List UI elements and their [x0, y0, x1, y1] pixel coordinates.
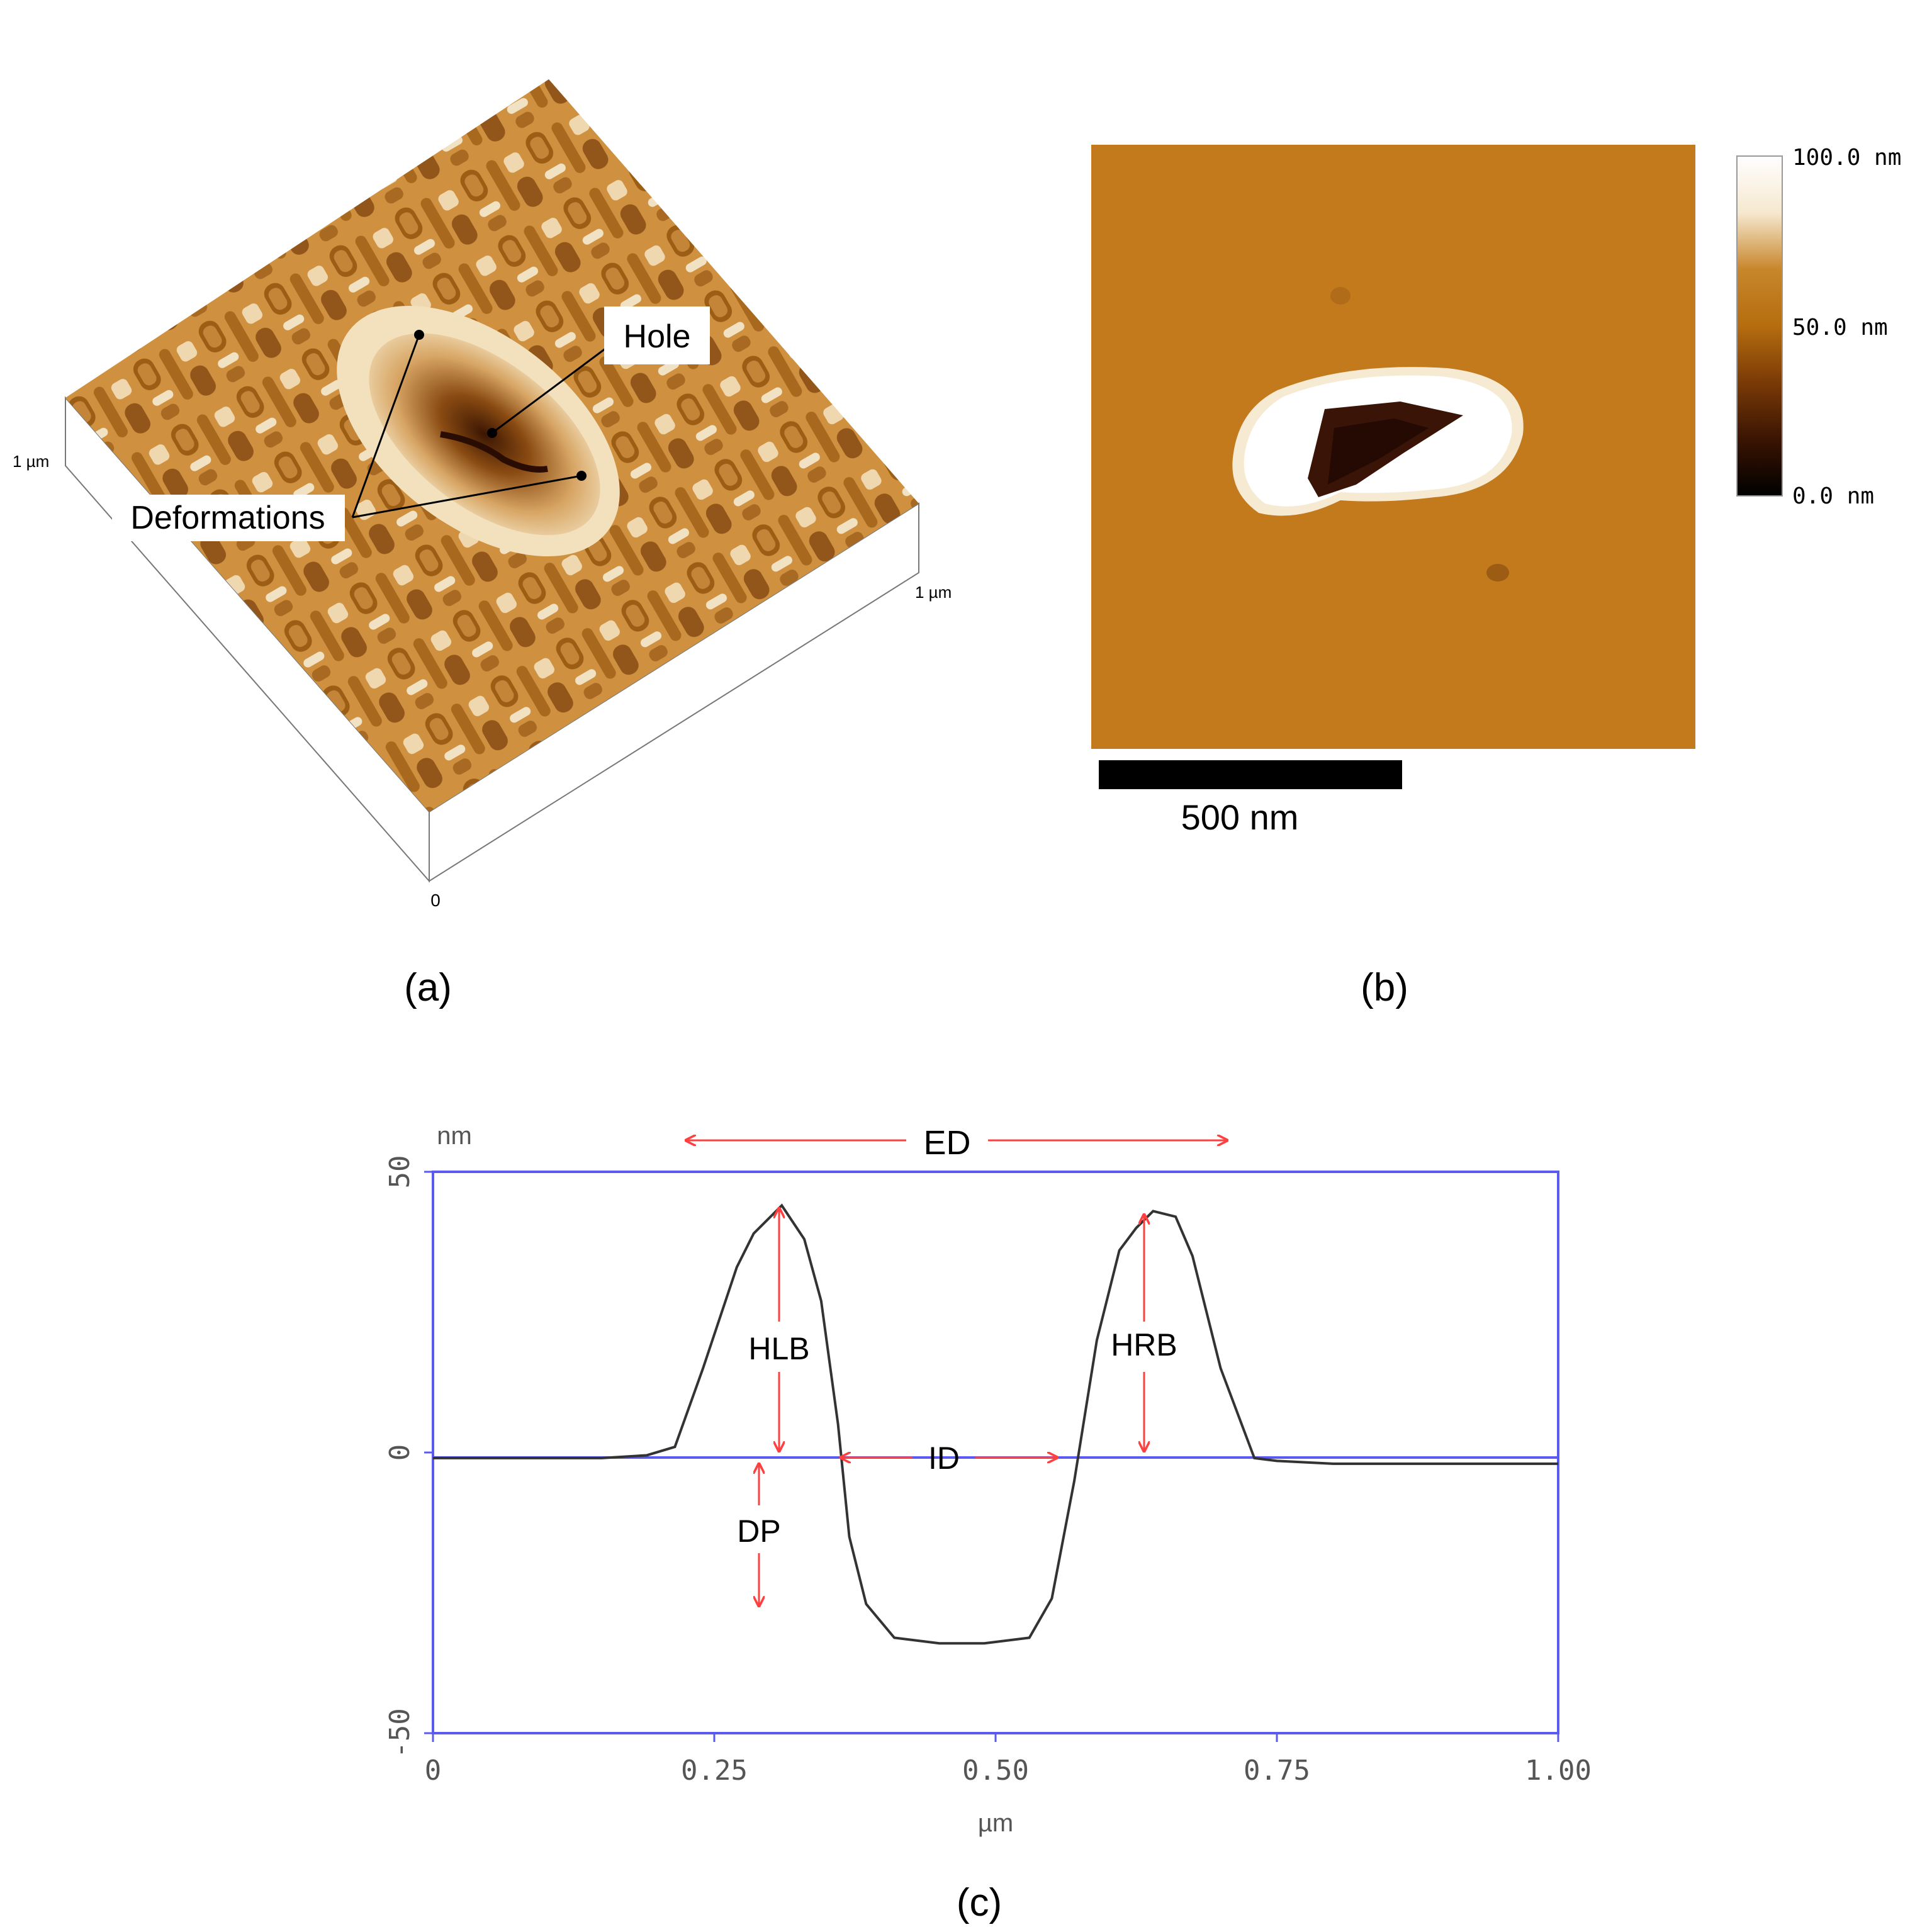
x-tick-label: 0.25	[681, 1755, 748, 1787]
annotation-hrb: HRB	[1111, 1327, 1177, 1362]
colorbar-max-label: 100.0 nm	[1792, 145, 1901, 171]
axis-label-left: 1 µm	[13, 452, 49, 471]
marker-dot	[576, 471, 587, 481]
y-ticks: 50 0 -50	[384, 1155, 433, 1758]
dark-spot	[1330, 287, 1351, 305]
x-tick-label: 0.75	[1244, 1755, 1310, 1787]
x-tick-label: 0.50	[962, 1755, 1029, 1787]
measurement-annotations	[686, 1140, 1227, 1606]
annotation-leaders	[351, 330, 611, 519]
colorbar-mid-label: 50.0 nm	[1792, 315, 1888, 340]
marker-dot	[487, 428, 497, 438]
x-axis-label: µm	[978, 1809, 1013, 1837]
panel-a: Hole Deformations 1 µm 1 µm 0 (a)	[13, 79, 952, 1009]
hole-label: Hole	[624, 318, 691, 355]
x-tick-label: 0	[425, 1755, 442, 1787]
hole-label-box	[604, 306, 710, 364]
profile-line	[433, 1203, 1558, 1645]
hole-core	[1328, 419, 1429, 485]
scale-bar	[1099, 760, 1402, 789]
panel-c: 0 0.25 0.50 0.75 1.00 50 0 -50 nm µm ED HLB HR…	[384, 1122, 1592, 1924]
y-tick-label: 50	[384, 1155, 416, 1189]
y-tick-label: -50	[384, 1708, 416, 1758]
axis-label-right: 1 µm	[915, 583, 952, 602]
panel-c-caption: (c)	[957, 1881, 1002, 1924]
panel-b-caption: (b)	[1361, 966, 1408, 1009]
y-tick-label: 0	[384, 1444, 416, 1461]
axis-label-origin: 0	[430, 890, 441, 910]
deformations-label-box	[112, 495, 345, 541]
plot-frame	[432, 1171, 1559, 1734]
panel-b: 500 nm 100.0 nm 50.0 nm 0.0 nm (b)	[1091, 145, 1901, 1009]
panel-a-caption: (a)	[404, 966, 452, 1009]
marker-dot	[414, 330, 424, 340]
deformations-label: Deformations	[130, 500, 325, 536]
profile-lines	[433, 1203, 1558, 1645]
annotation-ed: ED	[923, 1124, 970, 1162]
annotation-id: ID	[928, 1441, 960, 1476]
colorbar-min-label: 0.0 nm	[1792, 483, 1874, 509]
y-unit-label: nm	[437, 1122, 472, 1150]
x-tick-label: 1.00	[1525, 1755, 1592, 1787]
annotation-dp: DP	[737, 1514, 780, 1549]
x-ticks: 0 0.25 0.50 0.75 1.00	[425, 1733, 1592, 1787]
annotation-hlb: HLB	[748, 1331, 809, 1366]
colorbar	[1736, 155, 1783, 497]
dark-spot	[1486, 564, 1509, 581]
scale-bar-label: 500 nm	[1181, 797, 1299, 837]
